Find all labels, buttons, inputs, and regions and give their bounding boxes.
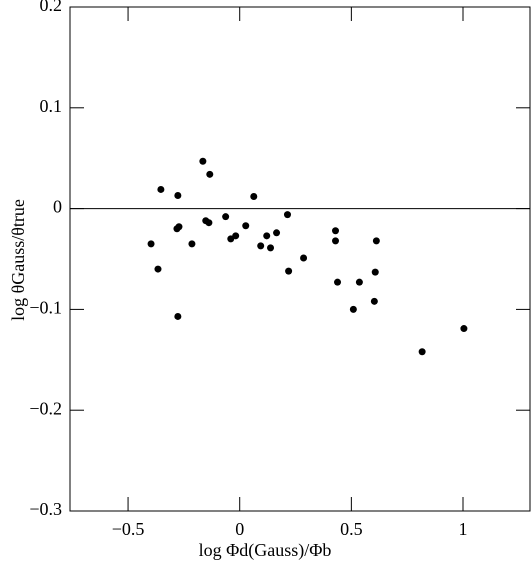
y-axis-label: log θGauss/θtrue [8,199,28,321]
y-tick-label: 0.1 [40,96,63,116]
point [205,219,213,227]
point [349,305,357,313]
x-axis-label: log Φd(Gauss)/Φb [199,540,332,561]
point [232,232,240,240]
plot-frame [69,6,531,512]
point [154,265,162,273]
point [370,297,378,305]
point [175,223,183,231]
point [283,211,291,219]
point [257,242,265,250]
point [157,185,165,193]
y-tick-label: 0 [53,197,62,217]
point [147,240,155,248]
point [250,193,258,201]
x-tick-label: 1 [459,519,468,539]
x-tick-label: 0 [235,519,244,539]
point [174,312,182,320]
point [371,268,379,276]
point [273,229,281,237]
y-tick-label: 0.2 [40,0,63,15]
point [242,222,250,230]
point [334,278,342,286]
point [332,237,340,245]
point [332,227,340,235]
y-tick-label: −0.1 [29,298,62,318]
point [222,213,230,221]
y-tick-label: −0.3 [29,499,62,519]
point [174,191,182,199]
point [372,237,380,245]
point [263,232,271,240]
point [199,157,207,165]
point [460,325,468,333]
point [285,267,293,275]
y-tick-label: −0.2 [29,398,62,418]
point [355,278,363,286]
point [267,244,275,252]
point [206,170,214,178]
x-tick-label: −0.5 [112,519,145,539]
point [188,240,196,248]
point [300,254,308,262]
x-tick-label: 0.5 [340,519,363,539]
point [418,348,426,356]
